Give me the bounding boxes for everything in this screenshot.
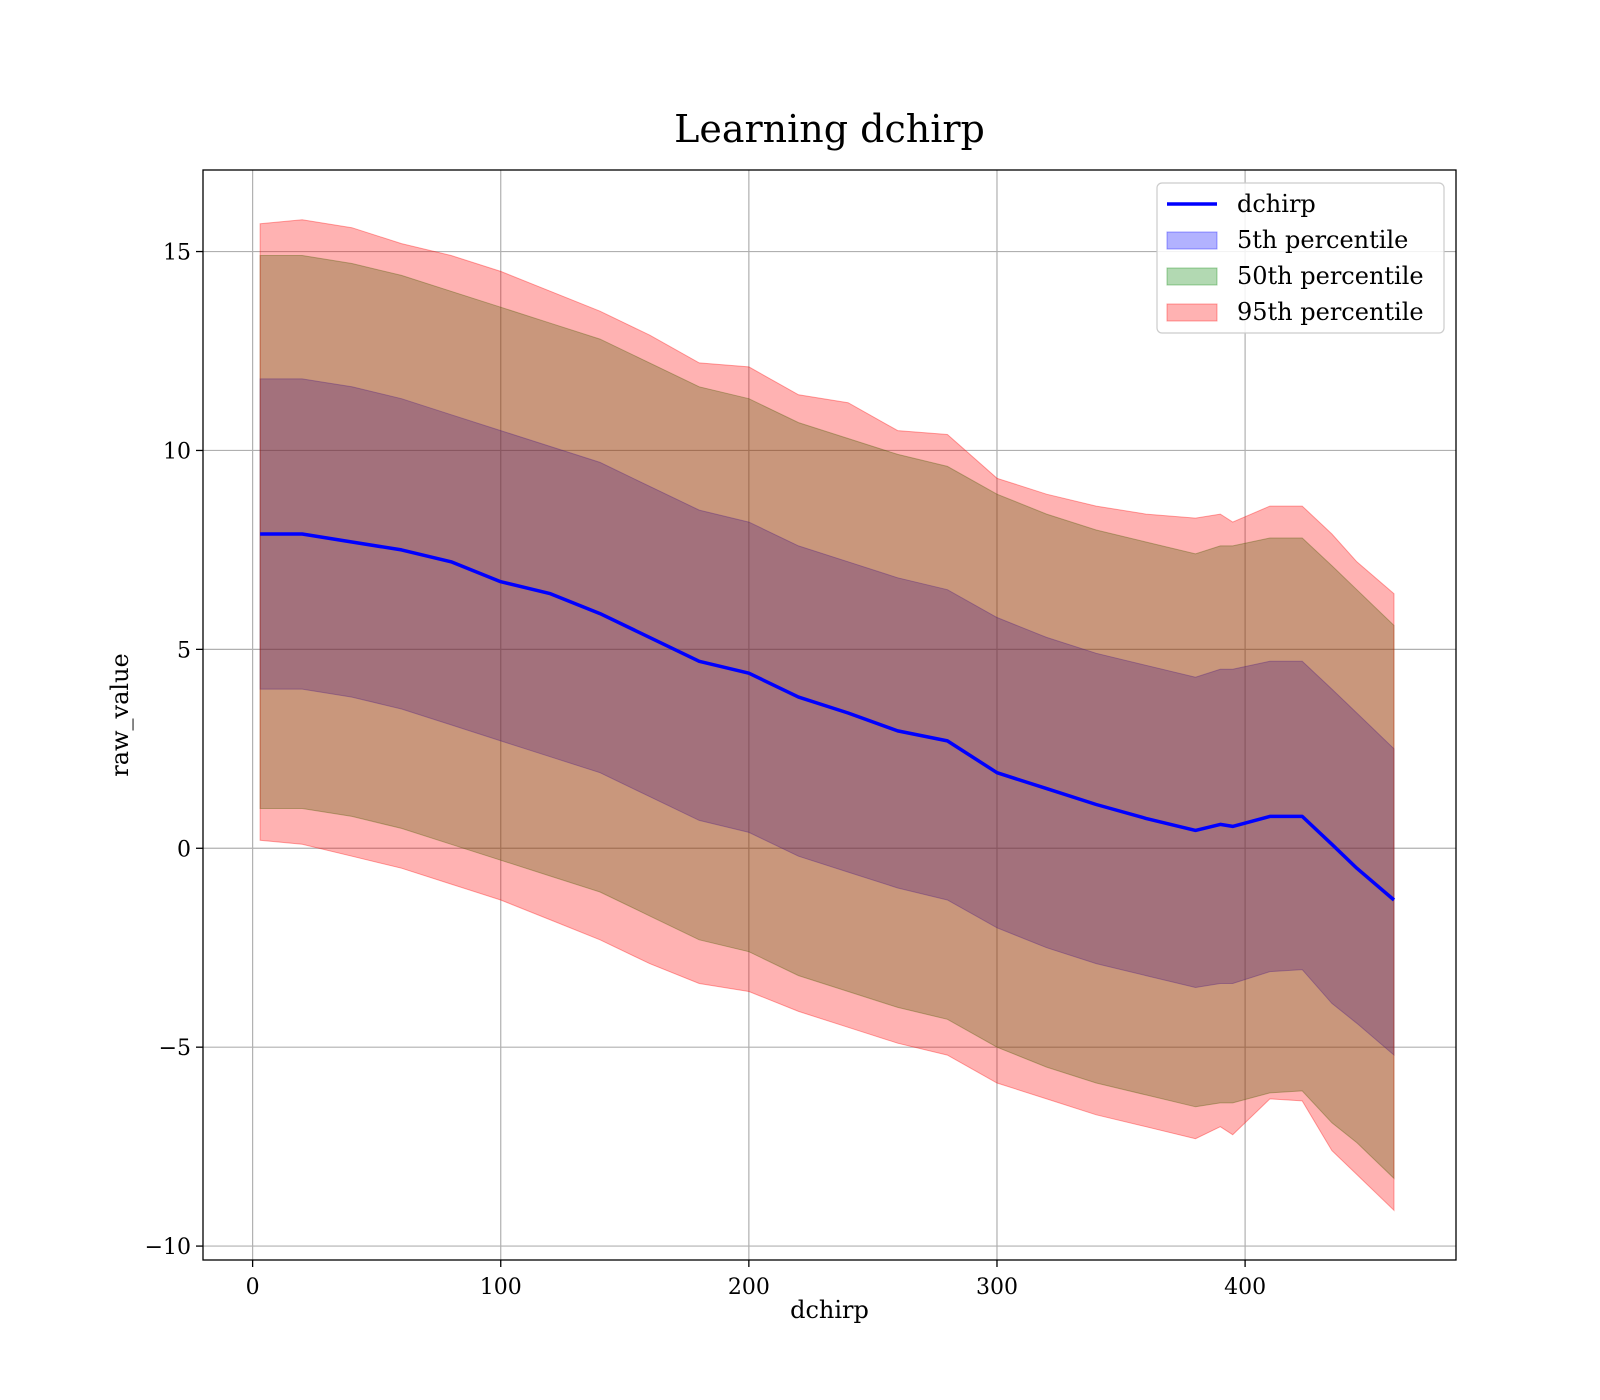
legend-label: 5th percentile <box>1237 226 1408 254</box>
series-line-dchirp <box>260 532 1396 902</box>
x-tick-label: 300 <box>976 1275 1018 1300</box>
y-tick-label: 15 <box>163 241 191 266</box>
legend-patch-swatch <box>1166 303 1218 322</box>
legend-item: 5th percentile <box>1166 226 1408 254</box>
y-tick-label: 5 <box>177 638 191 663</box>
band-95th-percentile <box>259 219 1395 1212</box>
legend-item: 95th percentile <box>1166 298 1424 326</box>
x-tick-label: 0 <box>246 1275 260 1300</box>
y-tick-label: −5 <box>159 1036 191 1061</box>
y-tick-label: 0 <box>177 837 191 862</box>
legend: dchirp 5th percentile 50th percentile 95th … <box>1156 182 1445 334</box>
legend-label: dchirp <box>1237 190 1316 218</box>
y-axis-label: raw_value <box>106 653 134 777</box>
legend-patch-swatch <box>1166 267 1218 286</box>
line-layer <box>260 532 1396 902</box>
x-tick-label: 200 <box>728 1275 770 1300</box>
legend-label: 95th percentile <box>1237 298 1424 326</box>
x-tick-label: 400 <box>1224 1275 1266 1300</box>
band-50th-percentile <box>259 255 1395 1180</box>
band-layer <box>259 219 1395 1212</box>
legend-item: dchirp <box>1167 190 1316 218</box>
x-axis-label: dchirp <box>790 1296 869 1324</box>
legend-box <box>1156 182 1445 334</box>
band-5th-percentile <box>259 378 1395 1057</box>
legend-patch-swatch <box>1166 231 1218 250</box>
legend-item: 50th percentile <box>1166 262 1424 290</box>
chart-title: Learning dchirp <box>674 107 985 151</box>
grid-layer <box>203 170 1456 1260</box>
tick-layer: 0 100 200 300 400 −10 −5 0 5 10 15 <box>145 241 1267 1300</box>
x-tick-label: 100 <box>480 1275 522 1300</box>
y-tick-label: −10 <box>145 1235 191 1260</box>
legend-label: 50th percentile <box>1237 262 1424 290</box>
y-tick-label: 10 <box>163 439 191 464</box>
axes-frame <box>202 169 1457 1261</box>
